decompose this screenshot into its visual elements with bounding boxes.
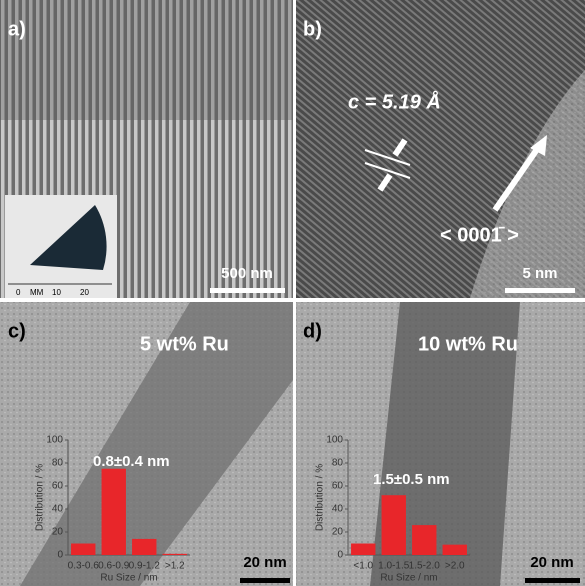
loading-label: 10 wt% Ru xyxy=(418,333,518,355)
scale-bar-label: 20 nm xyxy=(530,554,573,571)
scale-bar-label: 500 nm xyxy=(221,265,273,282)
shade xyxy=(0,0,293,120)
bar xyxy=(442,544,467,555)
bar xyxy=(132,538,157,555)
y-tick-label: 60 xyxy=(52,481,64,492)
scale-bar xyxy=(210,288,285,293)
lattice-lines xyxy=(364,149,411,179)
ruler-label: 0 xyxy=(16,288,21,297)
y-tick-label: 80 xyxy=(332,458,344,469)
bar xyxy=(351,543,376,555)
panel-label: a) xyxy=(8,18,26,40)
nanorod xyxy=(20,302,293,586)
x-axis-label: Ru Size / nm xyxy=(380,573,437,584)
x-tick-label: >1.2 xyxy=(165,561,185,572)
x-tick-label: 1.0-1.5 xyxy=(378,561,410,572)
y-tick-label: 80 xyxy=(52,458,64,469)
arrows xyxy=(377,138,408,192)
nanorod xyxy=(370,302,520,586)
ruler-label: 20 xyxy=(80,288,89,297)
y-tick-label: 100 xyxy=(46,435,63,446)
bar xyxy=(412,525,437,555)
scale-bar xyxy=(525,578,580,583)
panel-label: c) xyxy=(8,320,26,342)
panel-label: d) xyxy=(303,320,322,342)
x-axis-label: Ru Size / nm xyxy=(100,573,157,584)
y-axis-label: Distribution / % xyxy=(35,464,46,531)
bar xyxy=(381,495,406,555)
scale-bar xyxy=(240,578,290,583)
direction-arrow xyxy=(492,143,543,212)
wafer xyxy=(30,205,107,270)
scale-bar-label: 5 nm xyxy=(522,265,557,282)
bar xyxy=(162,553,187,555)
scale-bar xyxy=(505,288,575,293)
panel-a: 0 MM 10 20 a) 500 nm xyxy=(0,0,293,298)
panel-d: d) 10 wt% Ru 20 nm xyxy=(296,302,585,586)
y-tick-label: 40 xyxy=(52,504,64,515)
scale-bar-label: 20 nm xyxy=(243,554,286,571)
ruler-label: 10 xyxy=(52,288,61,297)
y-tick-label: 20 xyxy=(52,527,64,538)
y-tick-label: 40 xyxy=(332,504,344,515)
bar xyxy=(71,543,96,555)
x-tick-label: 0.3-0.6 xyxy=(68,561,100,572)
annotation: 0.8±0.4 nm xyxy=(93,453,170,470)
amorphous-region xyxy=(470,70,585,298)
loading-label: 5 wt% Ru xyxy=(140,333,229,355)
y-tick-label: 0 xyxy=(337,550,343,561)
x-tick-label: 0.6-0.9 xyxy=(98,561,130,572)
lattice-spacing: c = 5.19 Å xyxy=(348,89,441,113)
direction-label: < 0001̄ > xyxy=(440,224,519,246)
x-tick-label: >2.0 xyxy=(445,561,465,572)
bar xyxy=(101,468,126,555)
x-tick-label: <1.0 xyxy=(353,561,373,572)
y-tick-label: 60 xyxy=(332,481,344,492)
y-tick-label: 20 xyxy=(332,527,344,538)
panel-b: b) c = 5.19 Å < 0001̄ > 5 nm xyxy=(296,0,585,298)
ruler-label: MM xyxy=(30,288,44,297)
y-axis-label: Distribution / % xyxy=(315,464,326,531)
panel-label: b) xyxy=(303,18,322,40)
annotation: 1.5±0.5 nm xyxy=(373,471,450,488)
y-tick-label: 100 xyxy=(326,435,343,446)
x-tick-label: 0.9-1.2 xyxy=(129,561,161,572)
y-tick-label: 0 xyxy=(57,550,63,561)
x-tick-label: 1.5-2.0 xyxy=(409,561,441,572)
panel-c: c) 5 wt% Ru 20 nm xyxy=(0,302,293,586)
arrowhead xyxy=(530,135,547,156)
